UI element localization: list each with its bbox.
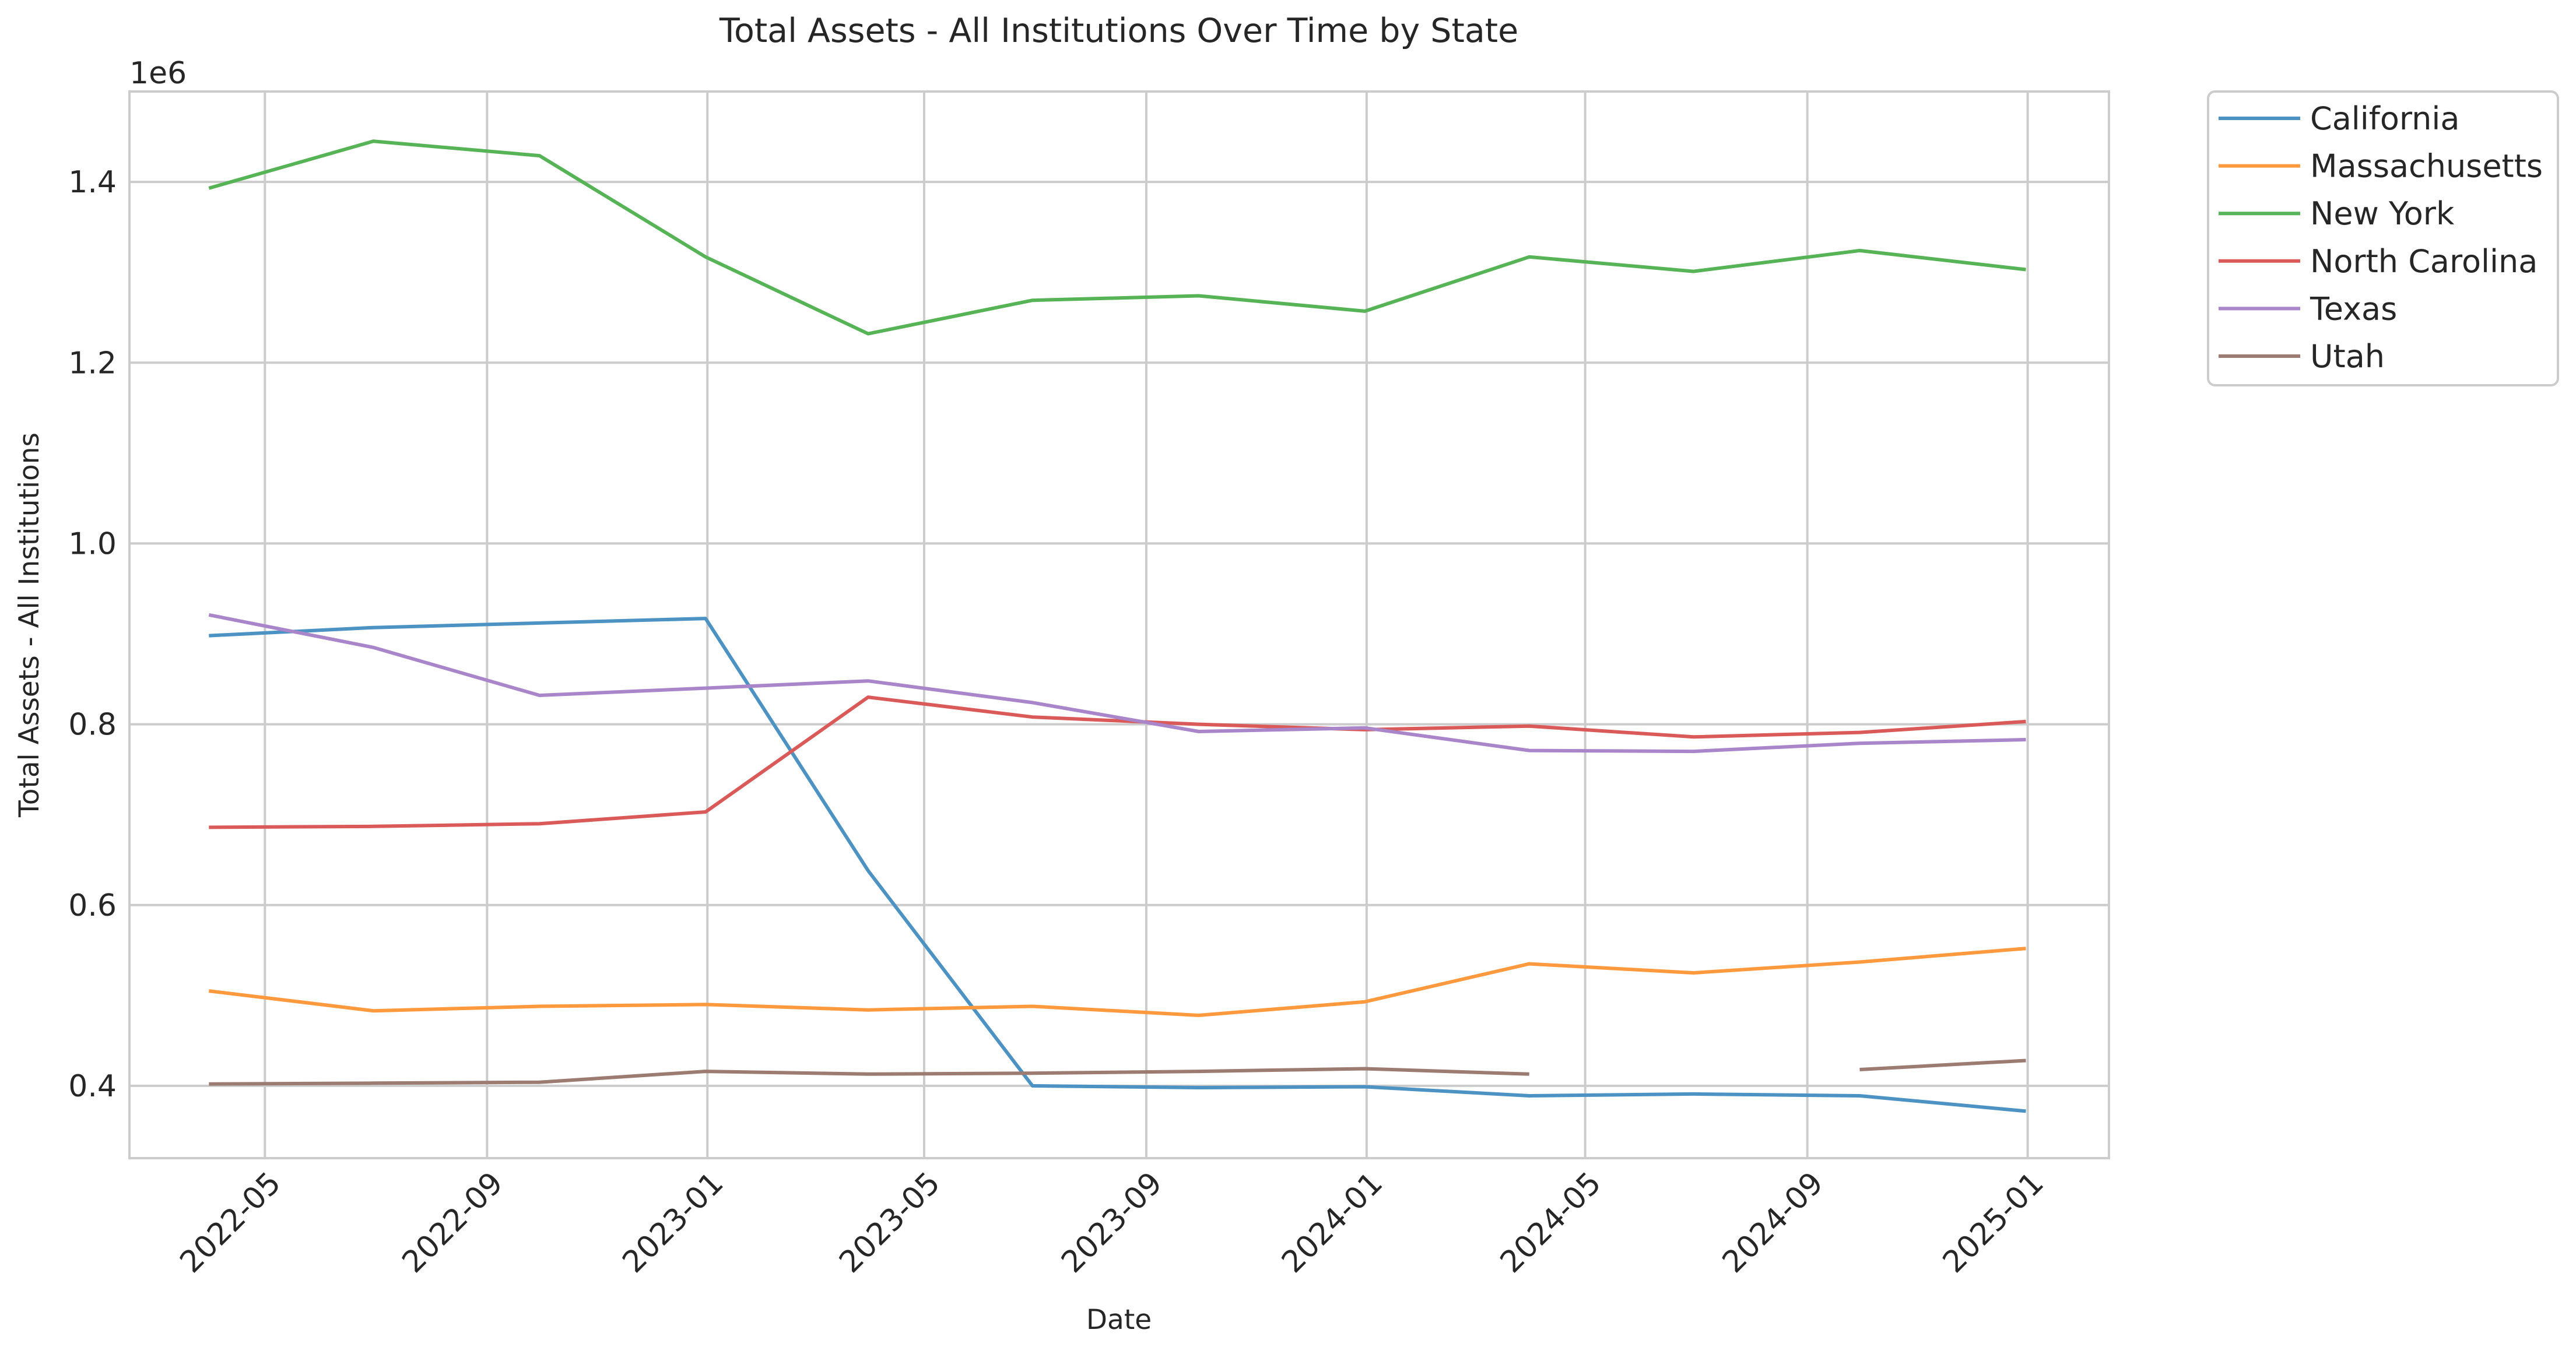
x-tick-label: 2023-09 (1055, 1166, 1169, 1280)
legend-label-utah: Utah (2310, 338, 2385, 375)
y-tick-labels: 0.4 0.6 0.8 1.0 1.2 1.4 (68, 165, 117, 1104)
legend-label-new-york: New York (2310, 195, 2455, 232)
series-line-california (209, 617, 2026, 1113)
series-line-utah (209, 1058, 2026, 1086)
x-tick-label: 2023-05 (833, 1166, 947, 1280)
y-offset-label: 1e6 (129, 56, 187, 91)
series-lines (208, 139, 2026, 1113)
x-tick-label: 2024-05 (1494, 1166, 1608, 1280)
x-tick-label: 2024-01 (1275, 1166, 1389, 1280)
y-tick-label: 1.4 (68, 165, 117, 200)
series-line-texas (208, 613, 2026, 754)
y-tick-label: 0.4 (68, 1069, 117, 1104)
legend-label-texas: Texas (2310, 290, 2397, 327)
y-tick-label: 1.0 (68, 526, 117, 561)
series-line-new-york (208, 139, 2026, 336)
x-tick-labels: 2022-05 2022-09 2023-01 2023-05 2023-09 2024-… (173, 1166, 2050, 1280)
legend-label-north-carolina: North Carolina (2310, 243, 2538, 280)
series-line-north-carolina (209, 695, 2026, 829)
legend-label-california: California (2310, 100, 2459, 137)
legend-label-massachusetts: Massachusetts (2310, 148, 2543, 185)
x-tick-label: 2023-01 (616, 1166, 730, 1280)
series-line-massachusetts (208, 947, 2026, 1017)
y-gridlines (129, 181, 2109, 1087)
x-tick-label: 2022-05 (173, 1166, 287, 1280)
y-tick-label: 0.6 (68, 888, 117, 923)
x-tick-label: 2022-09 (395, 1166, 510, 1280)
x-gridlines (264, 92, 2029, 1158)
y-axis-title: Total Assets - All Institutions (13, 432, 45, 818)
plot-frame (128, 90, 2110, 1159)
y-tick-label: 1.2 (68, 346, 117, 381)
x-axis-title: Date (1086, 1304, 1152, 1336)
y-tick-label: 0.8 (68, 708, 117, 743)
chart-title: Total Assets - All Institutions Over Tim… (719, 12, 1518, 50)
legend: California Massachusetts New York North Car… (2207, 90, 2559, 386)
x-tick-label: 2024-09 (1716, 1166, 1830, 1280)
x-tick-label: 2025-01 (1936, 1166, 2051, 1280)
